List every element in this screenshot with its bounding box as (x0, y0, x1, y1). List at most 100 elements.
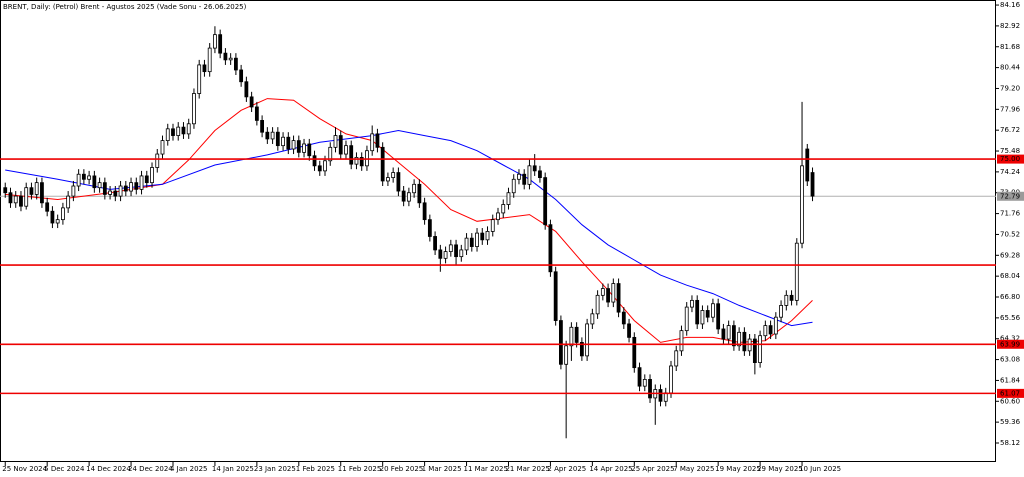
y-tick-label: 82.92 (1000, 22, 1020, 30)
candle-body (579, 342, 584, 357)
candle-body (338, 135, 343, 155)
x-tick-label: 25 Apr 2025 (631, 465, 674, 473)
candle-body (700, 310, 705, 325)
candle-body (396, 172, 401, 192)
candle-body (469, 237, 474, 247)
candle-body (202, 64, 207, 73)
candle-body (233, 57, 238, 71)
y-tick-label: 69.28 (1000, 251, 1020, 259)
y-tick-label: 63.08 (1000, 356, 1020, 364)
candle-body (207, 47, 212, 73)
candle-body (317, 165, 322, 172)
candle-body (632, 336, 637, 369)
y-tick-label: 68.04 (1000, 272, 1021, 280)
candle-body (417, 183, 422, 204)
candle-body (648, 379, 652, 399)
candle-body (501, 204, 506, 214)
candle-body (779, 305, 783, 318)
moving-average (5, 98, 813, 343)
candle-body (218, 34, 223, 54)
x-tick-label: 14 Jan 2025 (212, 465, 254, 473)
candle-body (684, 306, 689, 332)
y-tick-label: 71.76 (1000, 210, 1021, 218)
candle-body (375, 133, 380, 148)
x-tick-label: 29 May 2025 (757, 465, 803, 473)
candle-body (564, 345, 569, 365)
candle-body (71, 185, 76, 197)
candle-body (548, 224, 553, 273)
candle-body (281, 136, 285, 147)
candle-body (186, 123, 191, 135)
x-tick-label: 4 Jan 2025 (170, 465, 208, 473)
candle-body (427, 219, 432, 237)
candle-body (249, 96, 254, 108)
candle-body (763, 325, 768, 337)
candle-body (406, 192, 411, 202)
x-tick-label: 25 Nov 2024 (2, 465, 47, 473)
candle-body (517, 173, 521, 180)
candle-body (642, 379, 647, 387)
candle-body (139, 175, 144, 190)
candle-body (611, 283, 616, 303)
candle-body (192, 93, 196, 125)
candle-body (475, 232, 479, 247)
y-tick-label: 70.52 (1000, 230, 1020, 238)
candle-body (97, 182, 102, 189)
candle-body (160, 140, 165, 155)
candle-body (81, 173, 86, 180)
candle-body (695, 299, 700, 325)
candle-body (328, 146, 333, 162)
candle-body (731, 325, 736, 347)
x-tick-label: 7 May 2025 (673, 465, 714, 473)
candle-body (448, 244, 453, 253)
candle-body (543, 177, 548, 226)
candle-body (92, 175, 97, 189)
candle-body (768, 325, 773, 335)
candle-body (658, 389, 663, 402)
candle-body (134, 182, 139, 190)
candle-body (800, 165, 804, 244)
y-tick-label: 59.36 (1000, 418, 1021, 426)
candle-body (307, 143, 312, 157)
candle-body (254, 106, 259, 121)
candle-body (784, 294, 789, 306)
candle-body (412, 183, 417, 194)
y-tick-label: 64.32 (1000, 335, 1020, 343)
candle-body (55, 219, 60, 224)
candle-body (45, 202, 50, 212)
candle-body (464, 237, 469, 251)
candle-body (538, 170, 542, 179)
candle-body (590, 313, 595, 325)
y-tick-label: 65.56 (1000, 314, 1021, 322)
candle-body (123, 185, 128, 192)
candle-body (721, 328, 726, 340)
candle-body (574, 326, 579, 343)
candle-body (244, 81, 249, 98)
candle-body (323, 160, 327, 172)
x-tick-label: 10 Jun 2025 (799, 465, 841, 473)
candle-body (480, 232, 485, 241)
candle-body (742, 331, 747, 352)
candle-body (789, 294, 794, 301)
candle-body (118, 185, 123, 197)
candle-body (155, 153, 160, 168)
candle-body (286, 136, 291, 150)
candle-body (794, 242, 799, 301)
candle-body (758, 335, 763, 364)
candle-body (181, 126, 186, 135)
moving-average (5, 129, 813, 327)
candle-body (690, 299, 694, 308)
candle-body (354, 157, 359, 165)
x-tick-label: 11 Mar 2025 (464, 465, 508, 473)
candle-body (438, 249, 443, 259)
y-tick-label: 84.16 (1000, 1, 1021, 9)
candle-body (3, 187, 8, 194)
candle-body (197, 64, 202, 94)
candle-body (239, 69, 244, 83)
x-tick-label: 1 Mar 2025 (422, 465, 462, 473)
candle-body (726, 325, 731, 340)
candle-body (61, 207, 65, 221)
candle-body (150, 167, 154, 184)
candle-body (532, 165, 537, 172)
x-tick-label: 11 Feb 2025 (338, 465, 382, 473)
